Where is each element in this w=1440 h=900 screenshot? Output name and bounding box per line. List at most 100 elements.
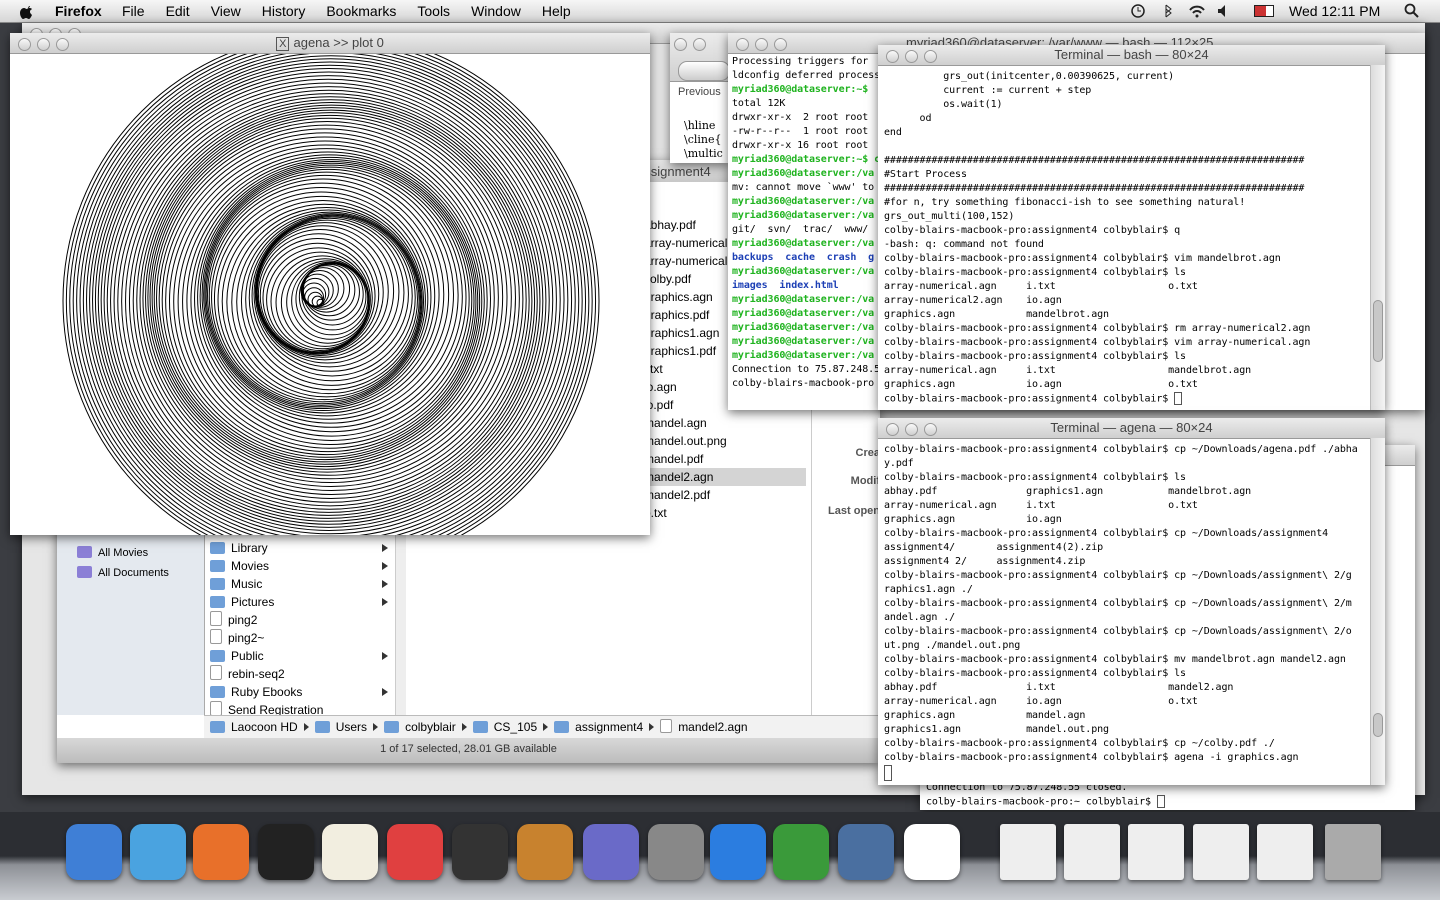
file-item[interactable]: Ruby Ebooks xyxy=(210,683,302,701)
dock-icon[interactable] xyxy=(517,824,573,880)
terminal-line: backups cache crash g xyxy=(732,252,875,263)
icon xyxy=(210,542,225,554)
dock-icon[interactable] xyxy=(66,824,122,880)
sidebar-item[interactable]: All Documents xyxy=(77,564,169,582)
status-icons[interactable] xyxy=(1128,2,1246,20)
terminal-line: #Start Process xyxy=(884,169,967,180)
path-label: assignment4 xyxy=(575,720,644,734)
menu[interactable]: History xyxy=(261,3,306,19)
file-item[interactable]: Movies xyxy=(210,557,269,575)
icon xyxy=(210,560,225,572)
spiral-curve xyxy=(203,168,455,420)
battery-icon[interactable] xyxy=(1254,5,1274,17)
menu[interactable]: File xyxy=(122,3,145,19)
terminal-line: abhay.pdf graphics1.agn mandelbrot.agn xyxy=(884,486,1252,497)
file-item[interactable]: Pictures xyxy=(210,593,274,611)
terminal-line: colby-blairs-macbook-pro:assignment4 col… xyxy=(884,668,1186,679)
clock[interactable]: Wed 12:11 PM xyxy=(1289,3,1381,19)
menu[interactable]: Edit xyxy=(165,3,190,19)
document-line: \hline xyxy=(684,119,716,132)
terminal-line: od xyxy=(884,113,932,124)
spiral-curve xyxy=(97,68,561,531)
file-item[interactable]: Public xyxy=(210,647,264,665)
file-item[interactable]: ping2 xyxy=(210,611,257,629)
scrollbar[interactable] xyxy=(1370,438,1385,785)
dock-icon[interactable] xyxy=(904,824,960,880)
menu[interactable]: Help xyxy=(541,3,571,19)
file-name: graphics.agn xyxy=(644,290,713,304)
menu[interactable]: Bookmarks xyxy=(326,3,397,19)
terminal-line: images index.html xyxy=(732,280,839,291)
spiral-curve xyxy=(256,225,389,358)
icon xyxy=(210,596,225,608)
dock-icon[interactable] xyxy=(130,824,186,880)
terminal-line: total 12K xyxy=(732,98,786,109)
scrollbar[interactable] xyxy=(1370,65,1385,410)
file-item[interactable]: Music xyxy=(210,575,262,593)
file-item[interactable]: Library xyxy=(210,539,268,557)
menu[interactable]: Tools xyxy=(417,3,451,19)
terminal-line: mv: cannot move `www' to xyxy=(732,182,875,193)
dock-icon[interactable] xyxy=(1193,824,1249,880)
dock-icon[interactable] xyxy=(583,824,639,880)
menu[interactable]: Window xyxy=(471,3,521,19)
terminal-window: Terminal — bash — 80×24 grs_out(initcent… xyxy=(878,45,1385,410)
apple-menu[interactable] xyxy=(18,2,36,20)
file-item[interactable]: Send Registration xyxy=(210,701,323,719)
icon xyxy=(210,650,225,662)
sidebar-item[interactable]: All Movies xyxy=(77,544,148,562)
dock-icon[interactable] xyxy=(258,824,314,880)
terminal-line: myriad360@dataserver:/va xyxy=(732,168,875,179)
file-name: ping2~ xyxy=(228,631,265,645)
file-item[interactable]: rebin-seq2 xyxy=(210,665,285,683)
dock-icon[interactable] xyxy=(648,824,704,880)
path-segment[interactable]: colbyblair xyxy=(384,716,467,738)
dock-icon[interactable] xyxy=(1257,824,1313,880)
path-segment[interactable]: CS_105 xyxy=(472,716,549,738)
dock-icon[interactable] xyxy=(1064,824,1120,880)
file-name: Ruby Ebooks xyxy=(231,685,303,699)
terminal-line: myriad360@dataserver:/va xyxy=(732,336,875,347)
spiral-curve xyxy=(182,154,477,449)
file-item[interactable]: ping2~ xyxy=(210,629,264,647)
path-bar: Laocoon HD Users colbyblair CS_105 assignmen… xyxy=(204,715,880,739)
spiral-curve xyxy=(147,114,512,480)
terminal-line: colby-blairs-macbook-pro:assignment4 col… xyxy=(884,392,1310,406)
terminal-line: colby-blairs-macbook-pro:assignment4 col… xyxy=(884,570,1352,581)
file-name: Pictures xyxy=(231,595,275,609)
dock-icon[interactable] xyxy=(452,824,508,880)
terminal-line: end xyxy=(884,127,902,138)
spiral-curve xyxy=(259,237,376,354)
dock-icon[interactable] xyxy=(710,824,766,880)
spiral-curve xyxy=(151,121,504,473)
dock-icon[interactable] xyxy=(838,824,894,880)
dock-icon[interactable] xyxy=(1128,824,1184,880)
terminal-line: Processing triggers for xyxy=(732,56,869,67)
menu[interactable]: View xyxy=(210,3,241,19)
spiral-curve xyxy=(161,136,488,463)
terminal-line: ########################################… xyxy=(884,155,1305,166)
spiral-curve xyxy=(211,186,432,408)
spotlight-icon[interactable] xyxy=(1404,3,1420,19)
path-segment[interactable]: Laocoon HD xyxy=(210,716,309,738)
path-segment[interactable]: Users xyxy=(314,716,379,738)
dock-icon[interactable] xyxy=(193,824,249,880)
path-segment[interactable]: assignment4 xyxy=(554,716,655,738)
previous-button[interactable] xyxy=(678,61,730,81)
dock-icon[interactable] xyxy=(387,824,443,880)
file-name: graphics1.pdf xyxy=(644,344,717,358)
icon xyxy=(210,611,222,626)
app-menu[interactable]: Firefox xyxy=(55,3,102,19)
dock-icon[interactable] xyxy=(1325,824,1381,880)
terminal-line: Connection to 75.87.248.5 xyxy=(732,364,881,375)
dock-icon[interactable] xyxy=(322,824,378,880)
path-segment[interactable]: mandel2.agn xyxy=(660,716,748,738)
terminal-line: drwxr-xr-x 16 root root xyxy=(732,140,869,151)
dock-icon[interactable] xyxy=(773,824,829,880)
terminal-line: colby-blairs-macbook-pro:assignment4 col… xyxy=(884,752,1299,763)
icon xyxy=(210,686,225,698)
dock-icon[interactable] xyxy=(1000,824,1056,880)
path-separator xyxy=(373,723,379,731)
spiral-curve xyxy=(226,203,423,401)
